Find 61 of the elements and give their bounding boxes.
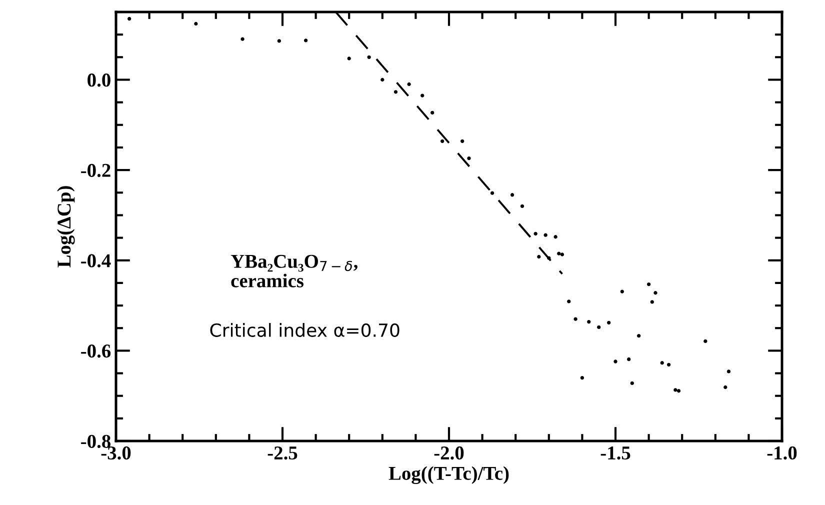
point: [587, 320, 591, 324]
point: [650, 300, 654, 304]
y-tick-label: 0.0: [88, 74, 110, 87]
point: [520, 204, 524, 208]
y-tick-label: -0.8: [81, 434, 110, 448]
point: [430, 110, 434, 115]
point: [676, 389, 681, 393]
x-tick-label: -2.0: [434, 446, 464, 460]
point: [407, 82, 411, 86]
point: [240, 37, 244, 41]
point: [574, 317, 578, 321]
y-tick-label: -0.4: [81, 254, 111, 268]
point: [597, 325, 601, 330]
annotation: Critical index α=0.70: [210, 323, 400, 337]
point: [726, 370, 731, 374]
point: [510, 193, 514, 197]
point: [380, 78, 384, 82]
y-tick-label: -0.2: [81, 164, 110, 178]
point: [554, 235, 558, 239]
point: [626, 357, 631, 362]
point: [490, 191, 494, 195]
point: [620, 290, 624, 294]
point: [534, 232, 538, 236]
y-axis-title: Log(ΔCp): [57, 186, 75, 268]
point: [460, 139, 464, 143]
point: [420, 94, 424, 98]
point: [646, 282, 651, 286]
point: [547, 256, 551, 260]
point: [580, 376, 584, 380]
point: [347, 56, 351, 60]
point: [394, 90, 398, 94]
point: [277, 39, 282, 43]
point: [724, 385, 728, 390]
x-tick-label: -3.0: [101, 446, 131, 460]
point: [557, 252, 561, 256]
point: [636, 334, 641, 338]
point: [127, 16, 132, 21]
x-axis-title: Log((T-Tc)/Tc): [388, 466, 509, 484]
point: [560, 252, 564, 256]
point: [367, 55, 371, 59]
point: [304, 38, 308, 42]
point: [630, 381, 634, 386]
x-tick-label: -1.5: [600, 446, 630, 460]
x-tick-label: -2.5: [268, 446, 298, 460]
point: [666, 362, 671, 367]
point: [440, 139, 444, 143]
point: [567, 300, 571, 304]
point: [607, 320, 611, 325]
point: [660, 361, 664, 365]
point: [537, 254, 541, 259]
x-tick-label: -1.0: [767, 446, 797, 460]
point: [194, 22, 198, 26]
annotation: ceramics: [231, 274, 304, 288]
annotation: YBa₂Cu₃O$_{7−δ}$,: [230, 254, 358, 272]
y-tick-label: -0.6: [81, 344, 111, 358]
point: [544, 233, 548, 237]
point: [674, 388, 678, 392]
point: [704, 339, 708, 344]
point: [654, 291, 658, 295]
point: [614, 360, 618, 364]
point: [467, 156, 471, 160]
